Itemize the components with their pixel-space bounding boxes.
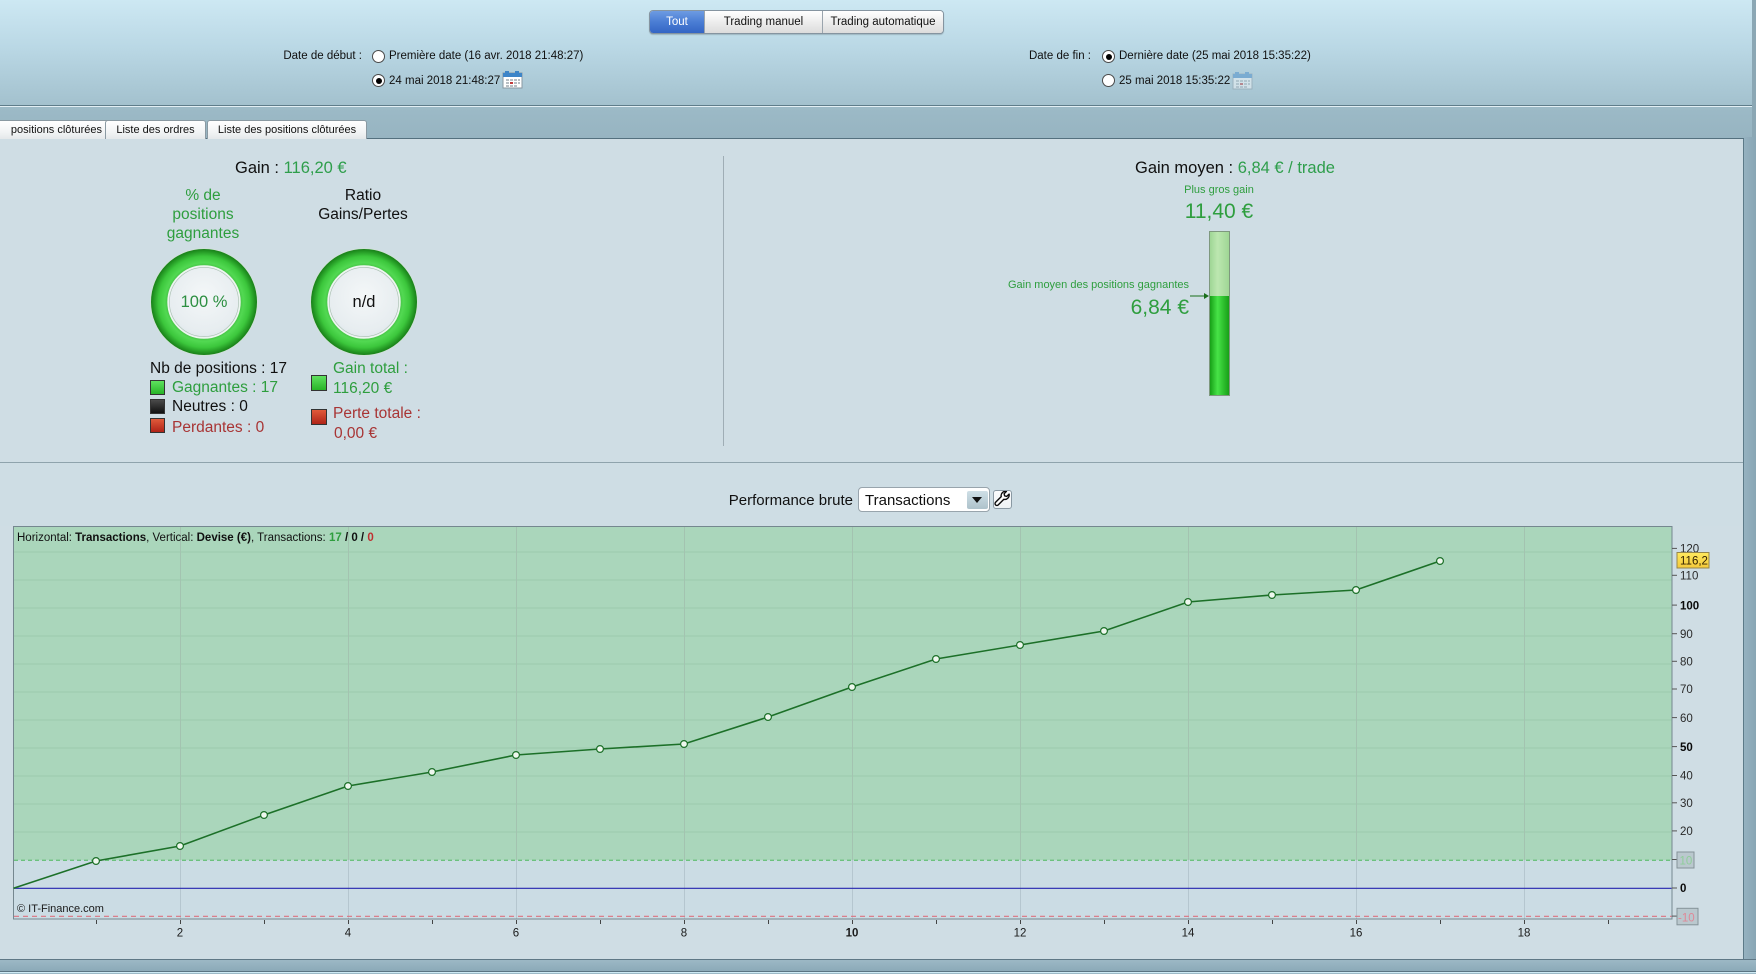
svg-text:100: 100 (1680, 600, 1699, 612)
svg-text:14: 14 (1182, 928, 1195, 940)
svg-text:40: 40 (1680, 771, 1693, 783)
svg-text:30: 30 (1680, 798, 1693, 810)
svg-text:20: 20 (1680, 826, 1693, 838)
svg-text:80: 80 (1680, 657, 1693, 669)
svg-text:10: 10 (846, 928, 859, 940)
svg-text:110: 110 (1680, 571, 1698, 583)
svg-text:12: 12 (1014, 928, 1027, 940)
svg-text:Horizontal: Transactions, Vert: Horizontal: Transactions, Vertical: Devi… (17, 532, 374, 544)
svg-text:70: 70 (1680, 684, 1693, 696)
svg-text:16: 16 (1350, 928, 1363, 940)
svg-text:116,2: 116,2 (1680, 556, 1708, 568)
svg-text:10: 10 (1680, 856, 1693, 868)
svg-text:18: 18 (1518, 928, 1531, 940)
svg-text:© IT-Finance.com: © IT-Finance.com (17, 903, 104, 915)
svg-text:8: 8 (681, 928, 687, 940)
svg-text:50: 50 (1680, 742, 1693, 754)
svg-text:0: 0 (1680, 883, 1686, 895)
svg-text:60: 60 (1680, 713, 1693, 725)
svg-text:4: 4 (345, 928, 352, 940)
svg-text:-10: -10 (1678, 912, 1695, 924)
svg-text:6: 6 (513, 928, 519, 940)
svg-text:90: 90 (1680, 629, 1693, 641)
svg-text:2: 2 (177, 928, 183, 940)
